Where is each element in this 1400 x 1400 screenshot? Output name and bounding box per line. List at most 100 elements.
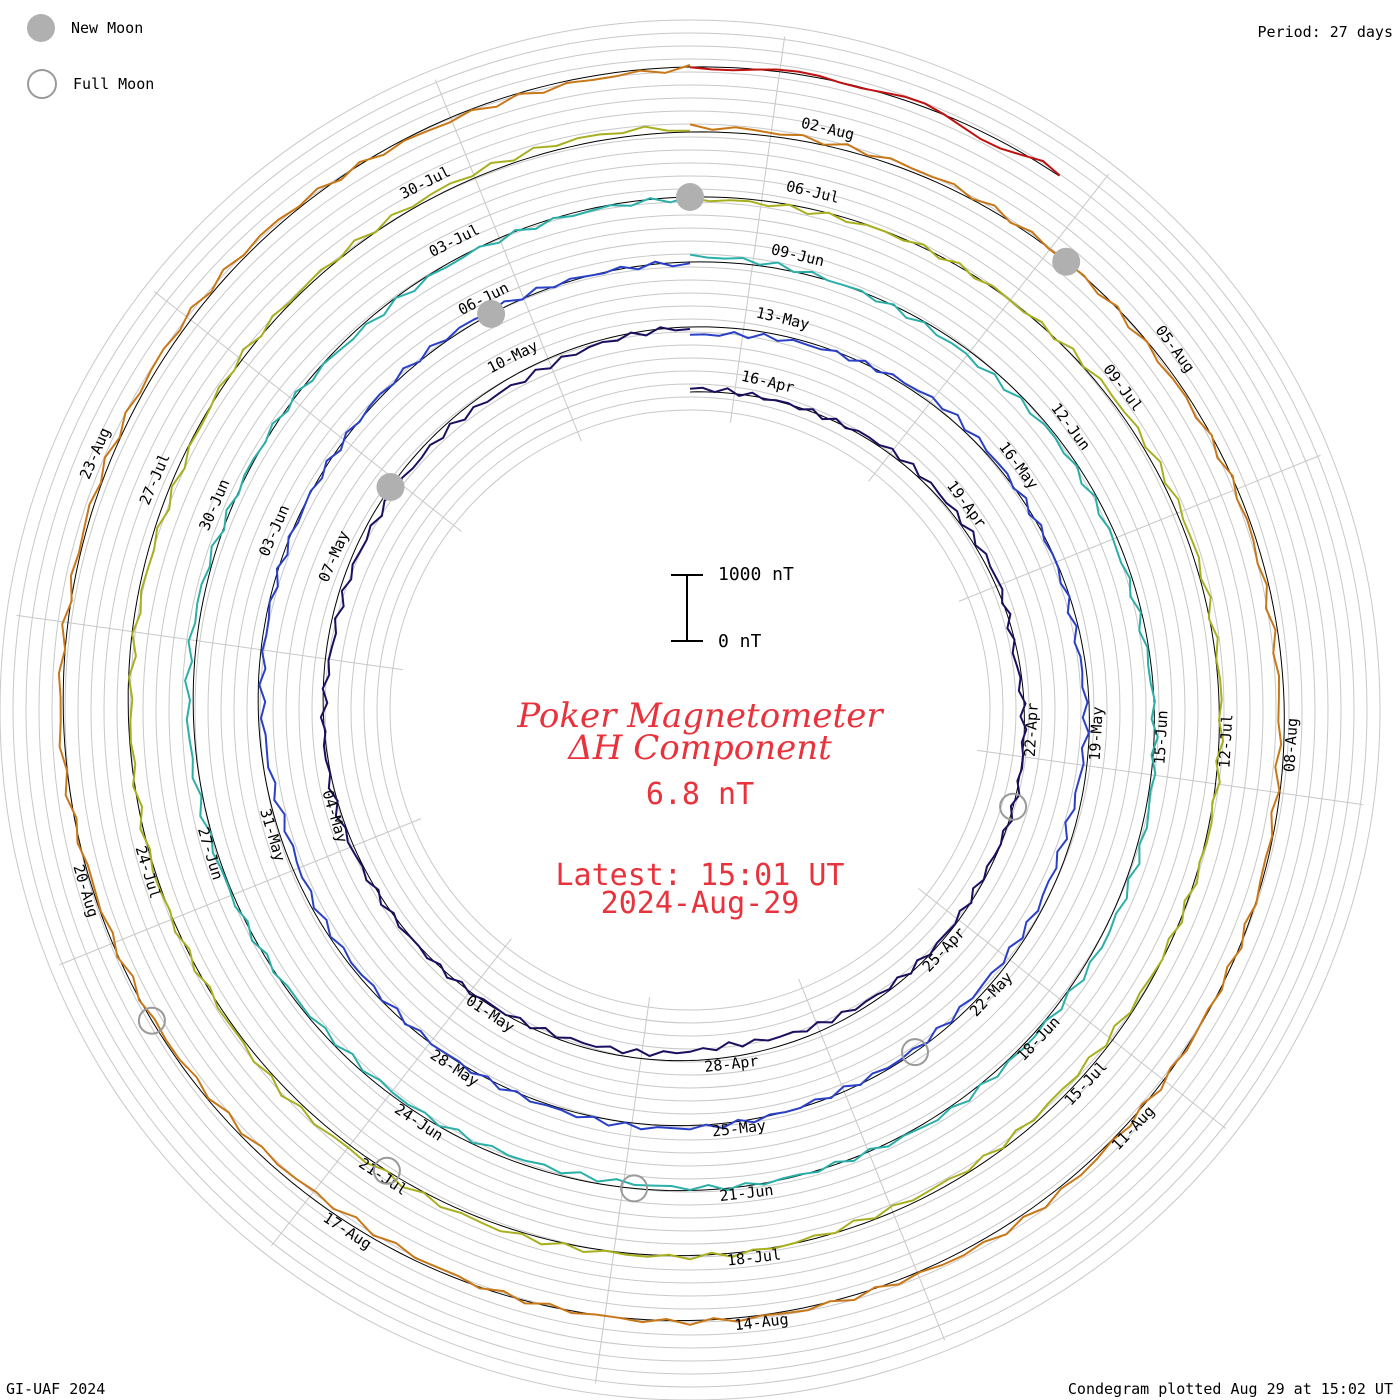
new-moon-marker xyxy=(1052,247,1081,276)
spoke-line xyxy=(798,978,946,1341)
full-moon-icon xyxy=(27,69,57,99)
spokes xyxy=(16,36,1364,1384)
full-moon-marker xyxy=(999,792,1028,821)
series-line-1 xyxy=(319,326,1028,1058)
grid-ring xyxy=(64,84,1316,1336)
series-line-2 xyxy=(258,260,1090,1131)
grid-ring xyxy=(77,97,1303,1323)
grid-ring xyxy=(155,175,1225,1245)
scale-bar-bottom-label: 0 nT xyxy=(718,631,762,652)
grid-ring xyxy=(389,409,991,1011)
spoke-line xyxy=(868,173,1110,482)
grid-ring xyxy=(272,292,1108,1128)
tick-label: 25-Apr xyxy=(919,924,969,976)
tick-label: 15-Jun xyxy=(1150,710,1171,765)
credit-label: GI-UAF 2024 xyxy=(6,1380,106,1398)
period-label: Period: 27 days xyxy=(1257,23,1393,41)
tick-label: 07-May xyxy=(315,528,353,585)
scale-bar-top-label: 1000 nT xyxy=(718,564,794,585)
spoke-line xyxy=(958,454,1321,602)
tick-label: 05-Aug xyxy=(1152,322,1199,376)
grid-ring xyxy=(51,71,1329,1349)
grid-ring xyxy=(311,331,1069,1089)
tick-label: 18-Jun xyxy=(1013,1013,1063,1065)
new-moon-marker xyxy=(376,473,405,501)
tick-label: 24-Jun xyxy=(391,1100,446,1145)
tick-label: 28-May xyxy=(427,1046,482,1091)
spoke-line xyxy=(153,290,462,532)
latest-time: Latest: 15:01 UT xyxy=(555,858,845,893)
tick-label: 27-Jul xyxy=(136,451,174,508)
tick-label: 12-Jun xyxy=(1047,400,1094,454)
grid-ring xyxy=(376,396,1004,1024)
grid-ring xyxy=(285,305,1095,1115)
spoke-line xyxy=(977,749,1364,806)
moon-markers xyxy=(137,183,1081,1203)
tick-label: 21-Jun xyxy=(718,1181,774,1205)
tick-label: 14-Aug xyxy=(734,1310,790,1334)
new-moon-label: New Moon xyxy=(71,19,144,37)
grid-ring xyxy=(129,149,1251,1271)
tick-label: 18-Jul xyxy=(726,1245,782,1269)
full-moon-marker xyxy=(901,1038,929,1067)
spoke-line xyxy=(918,888,1227,1130)
tick-label: 25-May xyxy=(711,1116,767,1140)
new-moon-marker xyxy=(477,300,506,328)
tick-label: 30-Jun xyxy=(195,476,233,533)
full-moon-marker xyxy=(137,1006,166,1035)
tick-label: 22-Apr xyxy=(1021,702,1042,757)
tick-label: 16-Apr xyxy=(739,367,796,397)
current-value: 6.8 nT xyxy=(645,777,755,812)
grid-ring xyxy=(90,110,1290,1310)
grid-ring xyxy=(207,227,1173,1193)
baseline-path xyxy=(62,66,1285,1322)
baseline-spiral xyxy=(62,66,1285,1322)
grid-ring xyxy=(12,32,1368,1388)
full-moon-marker xyxy=(620,1174,649,1203)
series-line-6 xyxy=(689,66,1061,177)
grid-ring xyxy=(259,279,1121,1141)
grid-ring xyxy=(0,19,1381,1400)
plotted-label: Condegram plotted Aug 29 at 15:02 UT xyxy=(1067,1380,1393,1398)
grid-ring xyxy=(337,357,1043,1063)
grid-ring xyxy=(194,214,1186,1206)
new-moon-icon xyxy=(27,14,55,42)
series-line-4 xyxy=(127,125,1225,1261)
chart-title-line1: Poker Magnetometer xyxy=(517,696,883,736)
tick-label: 22-May xyxy=(966,968,1016,1020)
tick-label: 28-Apr xyxy=(703,1052,759,1076)
tick-label: 12-Jul xyxy=(1215,714,1236,769)
chart-title-line2: ΔH Component xyxy=(568,728,832,768)
full-moon-marker xyxy=(372,1156,401,1185)
grid-ring xyxy=(350,370,1030,1050)
grid-ring xyxy=(298,318,1082,1102)
grid-ring xyxy=(25,45,1355,1375)
tick-label: 13-May xyxy=(754,303,811,333)
grid-ring xyxy=(246,266,1134,1154)
tick-label: 19-Apr xyxy=(943,477,990,531)
grid-ring xyxy=(116,136,1264,1284)
grid-ring xyxy=(220,240,1160,1180)
legend-new-moon: New Moon xyxy=(27,14,143,42)
legend-full-moon: Full Moon xyxy=(27,69,154,99)
spoke-line xyxy=(59,818,422,966)
latest-date: 2024-Aug-29 xyxy=(600,886,800,921)
grid-ring xyxy=(38,58,1342,1362)
tick-label: 19-May xyxy=(1086,706,1107,761)
spoke-line xyxy=(16,614,403,671)
tick-label: 17-Aug xyxy=(320,1209,375,1254)
tick-label: 16-May xyxy=(995,438,1042,492)
grid-rings xyxy=(0,19,1381,1400)
tick-label: 08-Aug xyxy=(1280,717,1301,772)
spoke-line xyxy=(729,36,786,423)
grid-ring xyxy=(233,253,1147,1167)
series-line-3 xyxy=(184,195,1159,1192)
series-layer xyxy=(57,64,1283,1326)
grid-ring xyxy=(103,123,1277,1297)
grid-ring xyxy=(363,383,1017,1037)
new-moon-marker xyxy=(676,183,704,211)
spoke-line xyxy=(434,79,582,442)
tick-label: 21-Jul xyxy=(355,1154,410,1199)
spoke-line xyxy=(594,997,651,1384)
